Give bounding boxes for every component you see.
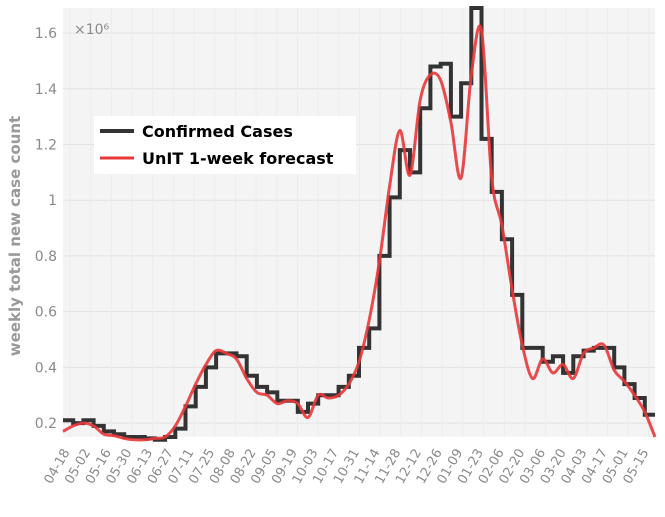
series-group (62, 6, 657, 442)
y-tick-label: 1.6 (35, 26, 57, 42)
y-multiplier-label: ×10⁶ (74, 22, 110, 38)
y-axis-ticks: 0.2 0.4 0.6 0.8 1 1.2 1.4 1.6 (35, 26, 57, 432)
y-tick-label: 0.6 (35, 305, 57, 321)
y-axis-label: weekly total new case count (6, 116, 24, 356)
legend-label: Confirmed Cases (142, 122, 293, 141)
x-axis-ticks: 04-1805-0205-1605-3006-1306-2707-1107-25… (42, 446, 653, 486)
y-tick-label: 0.4 (35, 360, 57, 376)
legend-label: UnIT 1-week forecast (142, 149, 334, 168)
y-tick-label: 1 (48, 193, 57, 209)
y-tick-label: 1.2 (35, 138, 57, 154)
y-tick-label: 0.8 (35, 249, 57, 265)
y-tick-label: 0.2 (35, 416, 57, 432)
legend-box (94, 116, 356, 174)
y-tick-label: 1.4 (35, 82, 57, 98)
series-line-forecast (62, 24, 657, 442)
legend: Confirmed Cases UnIT 1-week forecast (94, 116, 356, 174)
grid-lines (63, 8, 655, 437)
